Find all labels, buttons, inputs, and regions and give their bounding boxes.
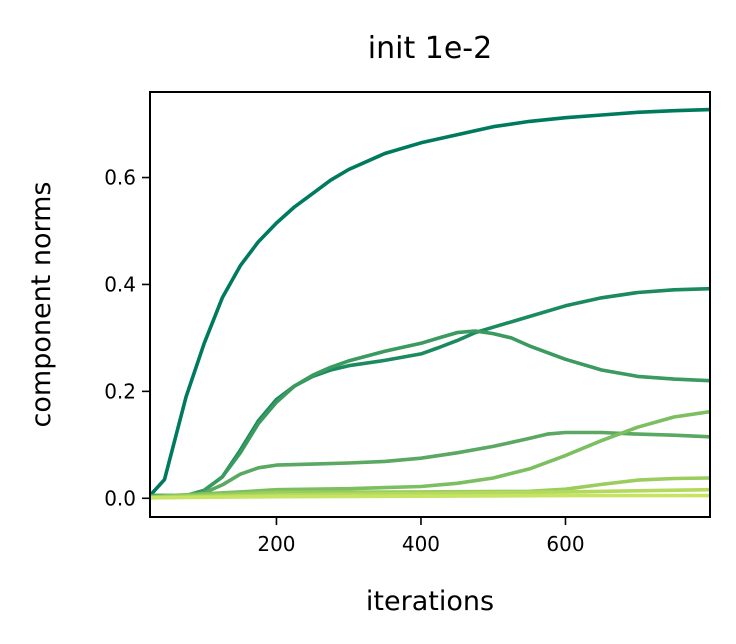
y-axis-label: component norms [26,182,57,428]
series-line-3 [150,329,710,498]
y-tick-label: 0.0 [104,486,136,510]
y-tick-label: 0.2 [104,379,136,403]
x-tick-label: 600 [546,532,584,556]
series-line-1 [150,107,710,497]
series-layer [150,107,710,500]
series-line-2 [150,286,710,498]
x-axis-label: iterations [366,586,494,617]
series-line-6 [150,476,710,499]
y-tick-label: 0.4 [104,272,136,296]
chart-title: init 1e-2 [368,31,492,66]
x-tick-label: 400 [402,532,440,556]
x-axis: 200 400 600 [257,517,585,556]
plot-frame [149,91,711,518]
series-line-8 [150,493,710,500]
series-line-5 [150,409,710,499]
y-tick-label: 0.6 [104,166,136,190]
series-line-4 [150,430,710,499]
x-tick-label: 200 [257,532,295,556]
y-axis: 0.0 0.2 0.4 0.6 [104,166,150,510]
